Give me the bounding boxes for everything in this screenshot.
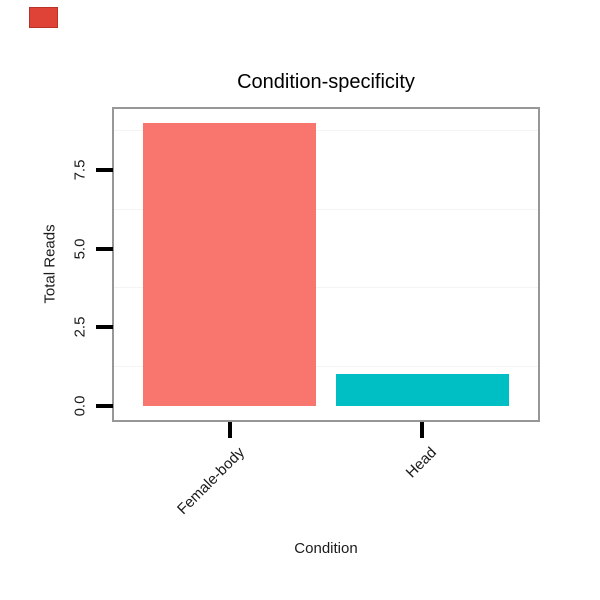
y-axis-tick-label: 0.0 bbox=[71, 395, 89, 417]
x-axis-tick bbox=[227, 422, 232, 438]
y-axis-tick-label: 5.0 bbox=[71, 238, 89, 260]
y-axis-tick bbox=[96, 403, 113, 408]
bar-female-body bbox=[142, 123, 317, 406]
red-square-marker bbox=[29, 7, 58, 28]
y-axis-tick-label: 7.5 bbox=[71, 159, 89, 181]
minor-gridline bbox=[114, 365, 538, 367]
chart-title: Condition-specificity bbox=[237, 71, 415, 93]
minor-gridline bbox=[114, 130, 538, 131]
plot-panel bbox=[112, 107, 540, 422]
x-axis-tick-label: Female-body bbox=[173, 444, 248, 518]
x-axis-tick-label: Head bbox=[403, 444, 441, 482]
x-axis-title: Condition bbox=[294, 540, 358, 557]
minor-gridline bbox=[114, 287, 538, 289]
y-axis-tick-label: 2.5 bbox=[71, 316, 89, 338]
y-axis-title: Total Reads bbox=[41, 224, 59, 304]
y-axis-tick bbox=[96, 246, 113, 251]
minor-gridline bbox=[114, 208, 538, 210]
y-axis-tick bbox=[96, 325, 113, 330]
x-axis-tick bbox=[420, 422, 425, 438]
bar-head bbox=[335, 374, 510, 406]
y-axis-tick bbox=[96, 168, 113, 173]
